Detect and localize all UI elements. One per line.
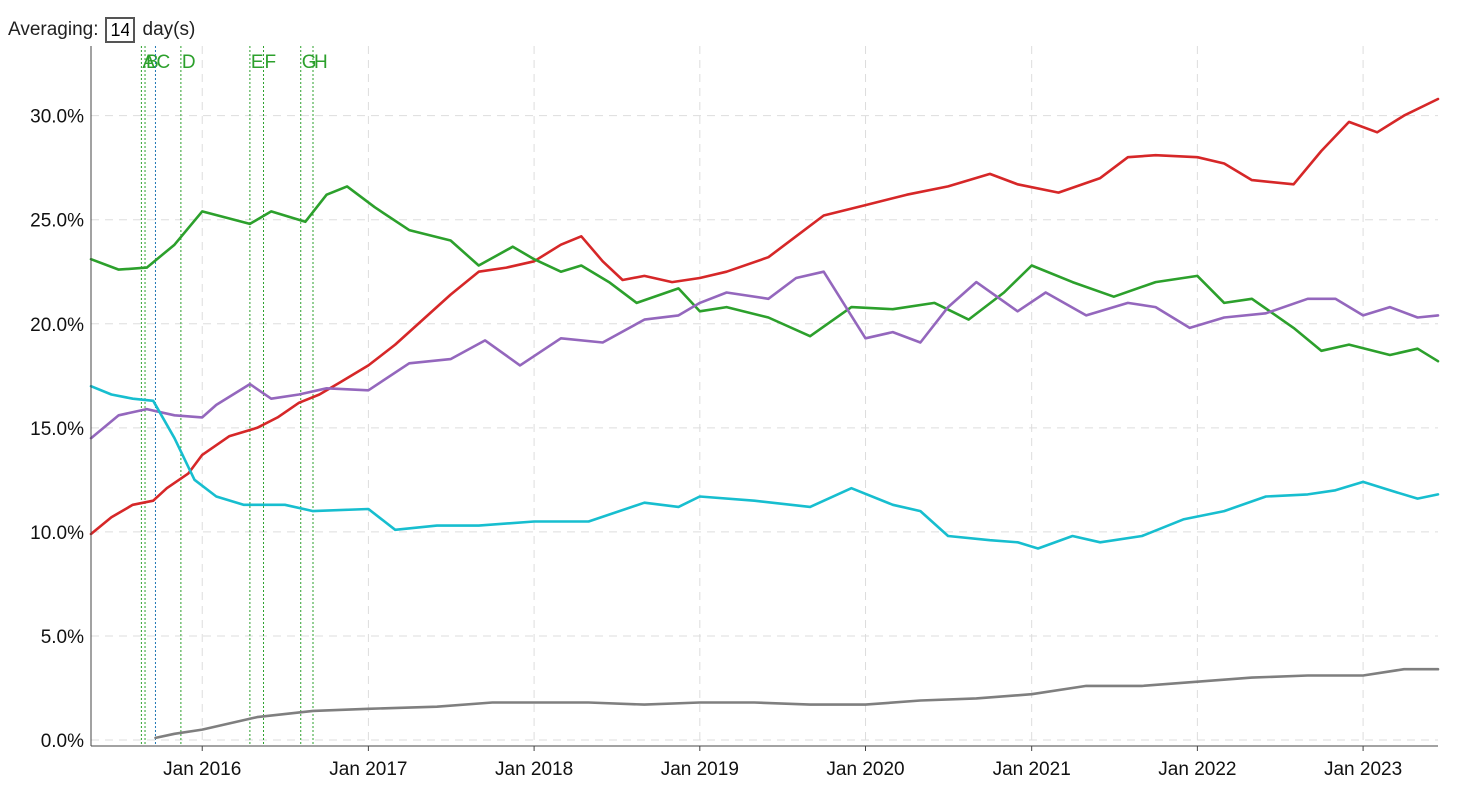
series-line-3	[89, 270, 1440, 440]
averaging-controls: Averaging: day(s)	[8, 14, 195, 46]
annotation-label-e: E	[251, 52, 264, 73]
annotation-label-f: F	[265, 52, 277, 73]
x-tick-label: Jan 2019	[661, 759, 739, 780]
annotation-label-c: C	[156, 52, 170, 73]
annotation-label-a: A	[142, 52, 155, 73]
x-tick-label: Jan 2022	[1158, 759, 1236, 780]
annotation-label-h: H	[314, 52, 328, 73]
x-tick-label: Jan 2021	[993, 759, 1071, 780]
averaging-label: Averaging:	[8, 19, 99, 40]
y-tick-label: 5.0%	[41, 627, 84, 648]
y-tick-label: 20.0%	[30, 315, 84, 336]
annotation-markers: ABC D E F GH	[140, 46, 328, 746]
y-tick-label: 30.0%	[30, 107, 84, 128]
y-tick-label: 15.0%	[30, 419, 84, 440]
x-tick-label: Jan 2016	[163, 759, 241, 780]
annotation-label-d: D	[182, 52, 196, 73]
x-tick-label: Jan 2017	[329, 759, 407, 780]
averaging-days-input[interactable]	[104, 17, 135, 43]
y-tick-label: 25.0%	[30, 211, 84, 232]
y-tick-label: 10.0%	[30, 523, 84, 544]
series-lines	[89, 97, 1440, 740]
y-axis-tick-labels: 0.0% 5.0% 10.0% 15.0% 20.0% 25.0% 30.0%	[30, 107, 84, 752]
x-axis-tick-labels: Jan 2016 Jan 2017 Jan 2018 Jan 2019 Jan 2020…	[163, 746, 1402, 780]
x-tick-label: Jan 2018	[495, 759, 573, 780]
y-tick-label: 0.0%	[41, 731, 84, 752]
grid-lines	[91, 46, 1438, 746]
series-line-2	[89, 185, 1440, 363]
series-line-4	[89, 384, 1440, 550]
series-line-5	[154, 667, 1440, 740]
x-tick-label: Jan 2020	[826, 759, 904, 780]
series-line-1	[89, 97, 1440, 536]
x-tick-label: Jan 2023	[1324, 759, 1402, 780]
averaging-unit-label: day(s)	[142, 19, 196, 40]
